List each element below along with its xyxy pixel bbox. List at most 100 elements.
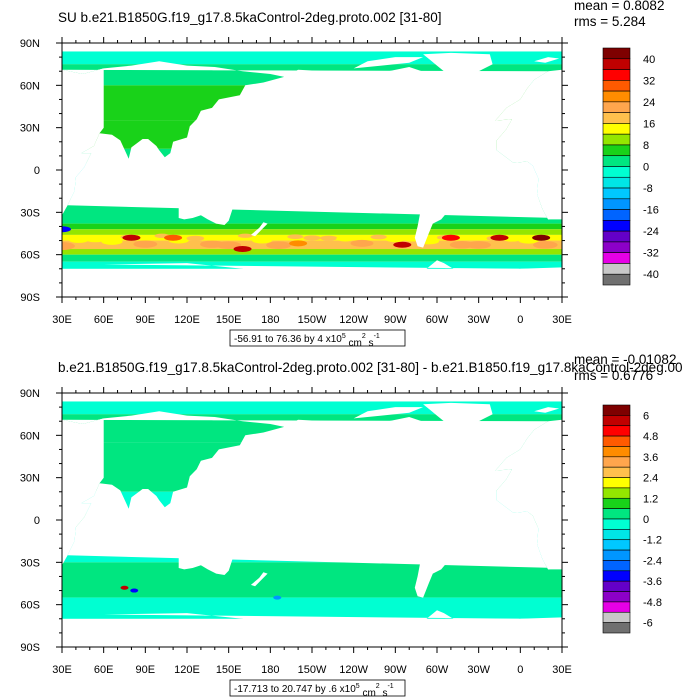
colorbar-box <box>602 112 631 124</box>
colorbar-label: -6 <box>643 618 653 630</box>
value-patch <box>216 241 242 249</box>
value-band <box>62 249 562 255</box>
colorbar-box <box>602 220 631 232</box>
value-band <box>62 229 562 235</box>
x-tick-label: 60W <box>426 314 449 326</box>
x-tick-label: 90W <box>384 664 407 676</box>
value-spot <box>441 234 460 241</box>
colorbar-label: 1.2 <box>643 493 658 505</box>
value-patch <box>101 238 123 245</box>
value-spot <box>532 234 551 241</box>
x-tick-label: 0 <box>517 664 523 676</box>
range-label-part: -1 <box>374 333 380 340</box>
land-mask <box>520 617 562 647</box>
colorbar-box <box>602 570 631 582</box>
range-label-part: 5 <box>356 683 360 690</box>
top-chart: SU b.e21.B1850G.f19_g17.8.5kaControl-2de… <box>20 0 665 349</box>
colorbar-box <box>602 252 631 264</box>
land-mask <box>250 222 268 237</box>
land-mask <box>423 52 493 86</box>
colorbar-label: 32 <box>643 75 655 87</box>
colorbar-box <box>602 176 631 189</box>
land-mask <box>81 191 90 206</box>
value-patch <box>385 236 405 243</box>
range-label-part: s <box>380 688 388 699</box>
colorbar-box <box>602 446 631 458</box>
value-patch <box>336 236 355 242</box>
colorbar-box <box>602 508 631 520</box>
top-chart-panel: SU b.e21.B1850G.f19_g17.8.5kaControl-2de… <box>20 0 665 349</box>
value-patch <box>252 237 272 244</box>
value-patch <box>466 241 491 249</box>
y-tick-label: 30N <box>20 473 40 485</box>
value-spot <box>122 234 141 241</box>
x-tick-label: 90E <box>136 314 156 326</box>
stat-rms: rms = 5.284 <box>574 14 646 29</box>
value-patch <box>68 237 89 243</box>
colorbar-label: 3.6 <box>643 452 658 464</box>
land-mask <box>103 610 521 647</box>
value-patch <box>133 240 158 248</box>
land-mask <box>152 512 168 529</box>
colorbar-label: -3.6 <box>643 576 662 588</box>
colorbar-box <box>602 477 631 489</box>
colorbar-label: 0 <box>643 514 649 526</box>
land-mask <box>353 407 424 419</box>
range-label-part: s <box>366 338 374 349</box>
value-spot <box>164 234 183 241</box>
value-patch <box>303 235 321 241</box>
colorbar-label: 2.4 <box>643 473 658 485</box>
colorbar-box <box>602 69 631 81</box>
range-label-part: -1 <box>387 683 393 690</box>
colorbar-box <box>602 144 631 157</box>
range-label-part: cm <box>360 688 376 699</box>
x-tick-label: 60W <box>426 664 449 676</box>
x-tick-label: 150E <box>216 314 242 326</box>
stat-mean: mean = -0.01082 <box>574 352 676 367</box>
colorbar-label: 16 <box>643 118 655 130</box>
land-mask <box>250 572 268 587</box>
x-tick-label: 0 <box>517 314 523 326</box>
x-tick-label: 150W <box>298 314 327 326</box>
chart-title: b.e21.B1850G.f19_g17.8.5kaControl-2deg.p… <box>58 360 682 375</box>
range-label-part: cm <box>346 338 362 349</box>
x-tick-label: 150W <box>298 664 327 676</box>
colorbar-box <box>602 549 631 561</box>
y-tick-label: 60S <box>20 600 40 612</box>
x-tick-label: 30W <box>467 314 490 326</box>
plot-area <box>62 401 562 647</box>
colorbar-box <box>602 518 631 530</box>
colorbar-box <box>602 241 631 253</box>
y-tick-label: 60S <box>20 250 40 262</box>
value-spot <box>233 246 252 253</box>
chart-title: SU b.e21.B1850G.f19_g17.8.5kaControl-2de… <box>58 10 442 25</box>
value-patch <box>266 241 292 249</box>
x-tick-label: 30E <box>52 664 72 676</box>
colorbar-box <box>602 456 631 468</box>
colorbar-box <box>602 198 631 210</box>
land-mask <box>171 511 186 525</box>
x-tick-label: 150E <box>216 664 242 676</box>
colorbar-box <box>602 166 631 178</box>
colorbar-box <box>602 187 631 200</box>
colorbar-label: 8 <box>643 140 649 152</box>
value-patch <box>62 242 75 251</box>
colorbar-box <box>602 263 631 275</box>
x-tick-label: 60E <box>94 314 114 326</box>
y-tick-label: 30S <box>20 557 40 569</box>
stat-mean: mean = 0.8082 <box>574 0 664 13</box>
y-tick-label: 90S <box>20 642 40 654</box>
value-spot <box>62 226 71 233</box>
value-band <box>62 261 562 269</box>
y-tick-label: 30S <box>20 207 40 219</box>
colorbar-box <box>602 539 631 551</box>
x-tick-label: 30E <box>52 314 72 326</box>
colorbar-box <box>602 155 631 167</box>
colorbar-label: -24 <box>643 226 659 238</box>
x-tick-label: 180 <box>261 314 279 326</box>
value-spot <box>289 240 308 247</box>
bottom-chart: b.e21.B1850G.f19_g17.8.5kaControl-2deg.p… <box>20 352 683 699</box>
colorbar-label: 0 <box>643 162 649 174</box>
stat-rms: rms = 0.6776 <box>574 368 653 383</box>
colorbar-box <box>602 133 631 146</box>
